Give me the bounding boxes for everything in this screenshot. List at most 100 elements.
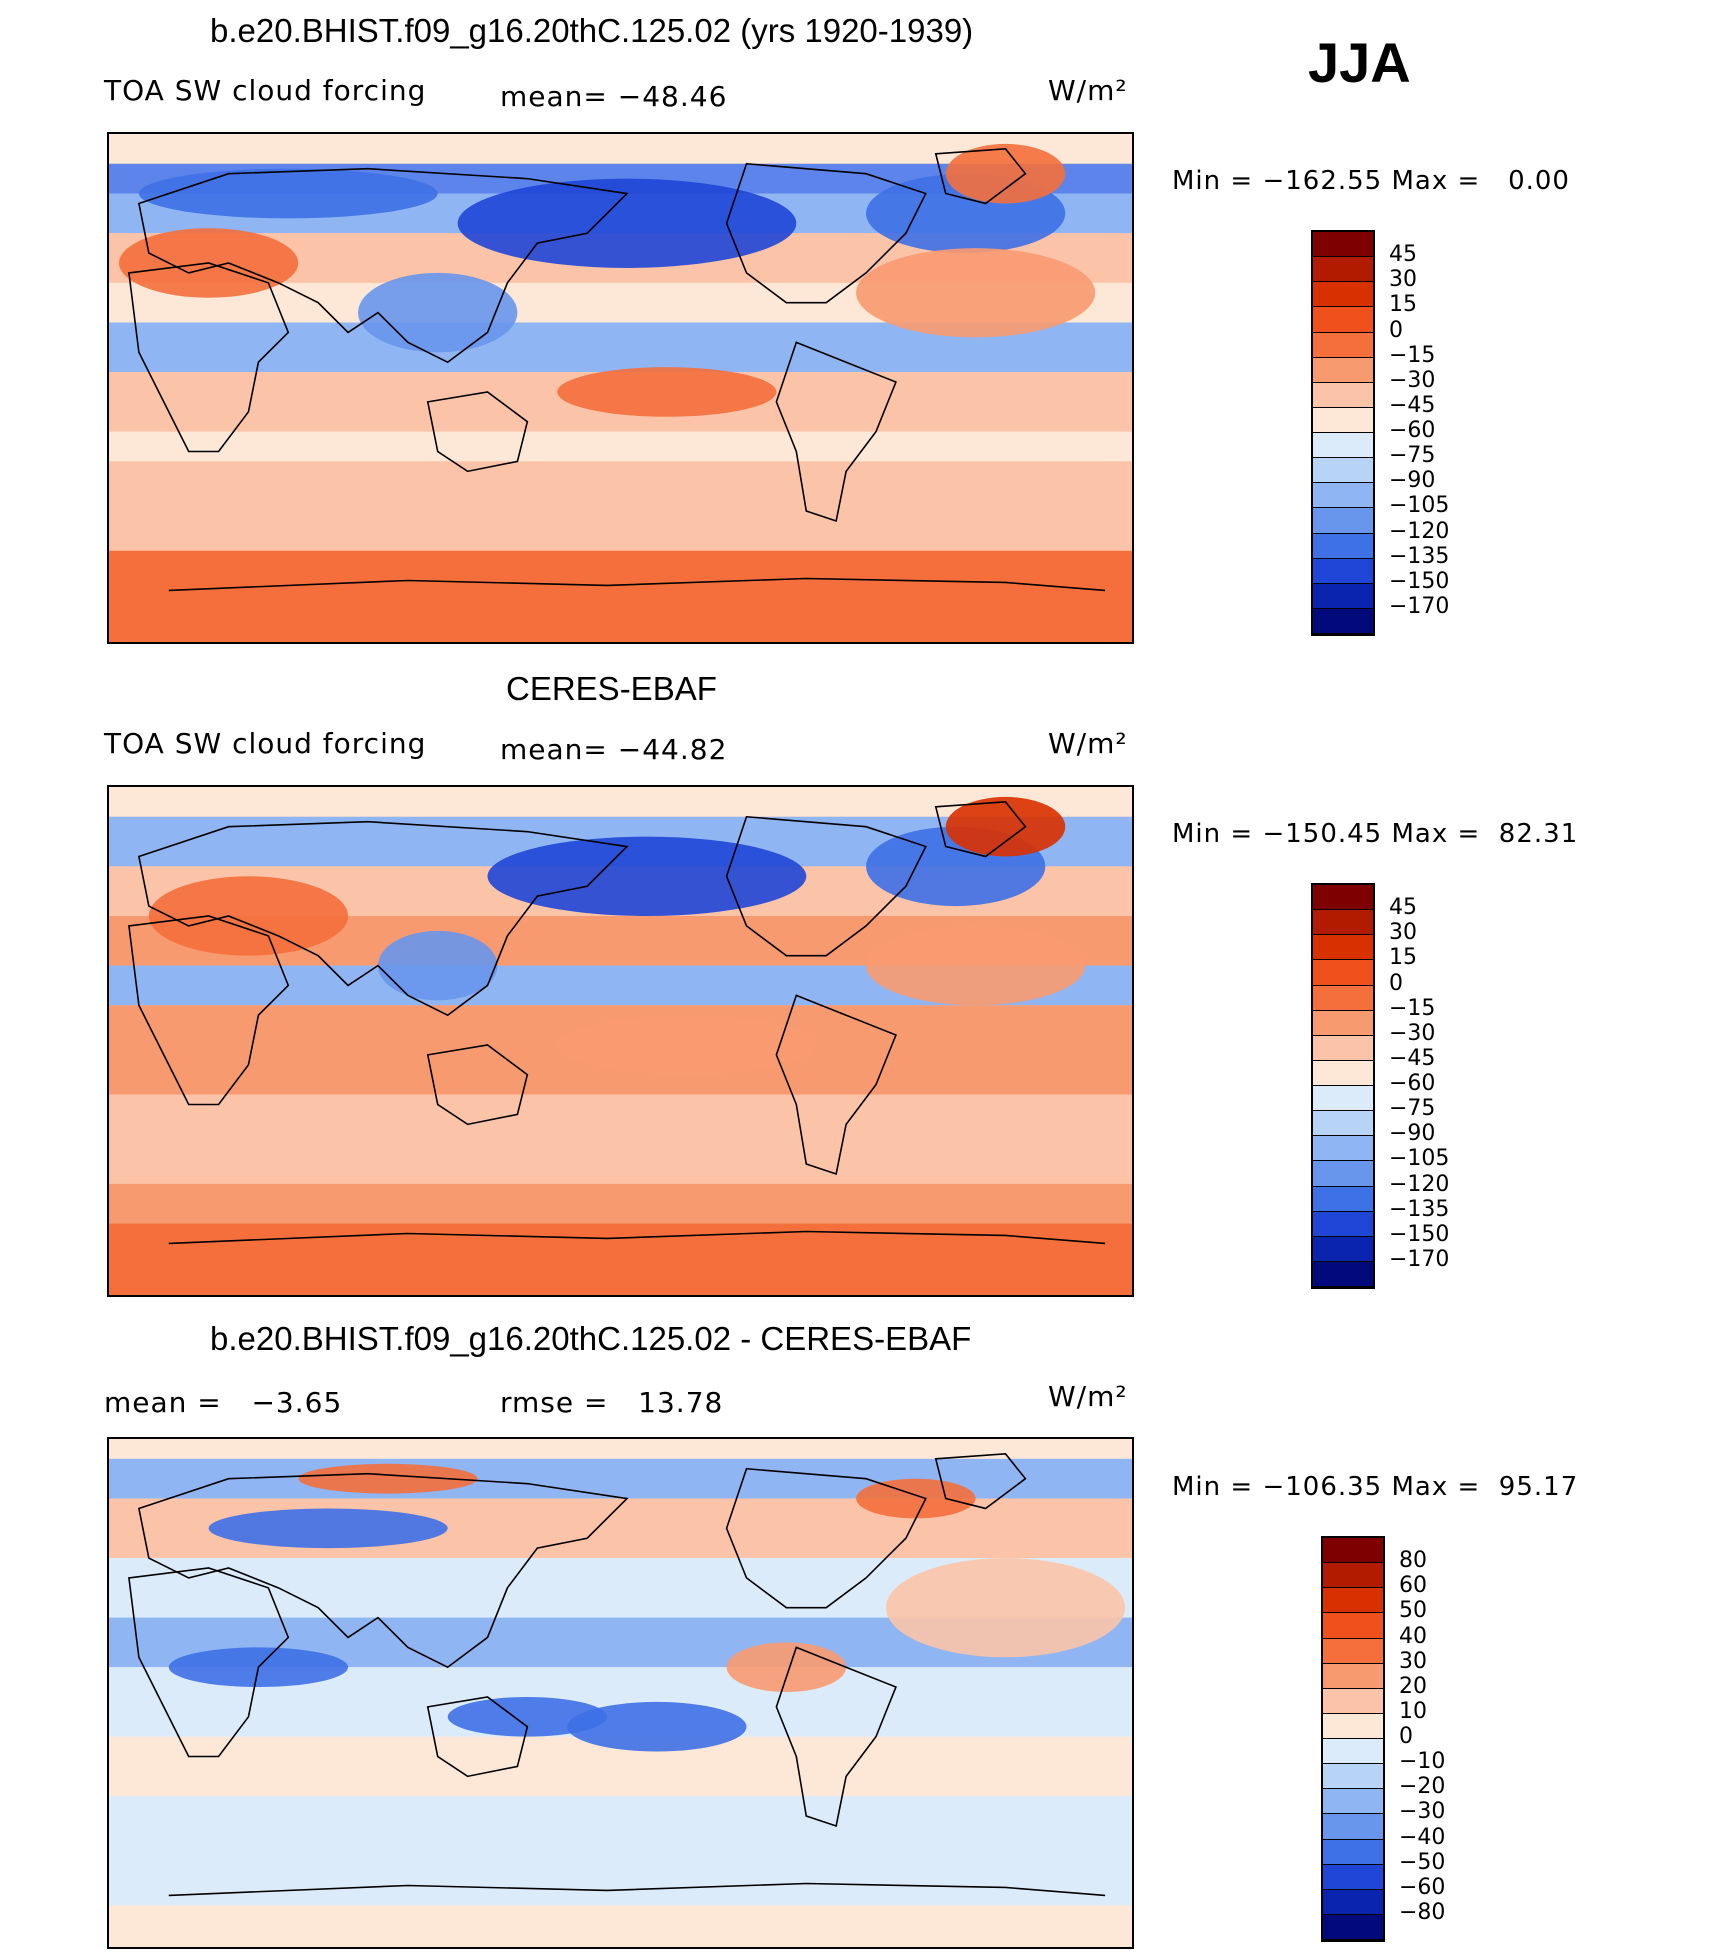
colorbar-cell [1313,232,1373,258]
panel-1-minmax: Min = −162.55 Max = 0.00 [1172,166,1570,196]
panel-3-minmax: Min = −106.35 Max = 95.17 [1172,1472,1579,1502]
map-latitude-band [109,1905,1132,1947]
colorbar-cell [1313,1060,1373,1086]
colorbar-cell [1313,533,1373,559]
colorbar-cell [1323,1613,1383,1639]
panel-1-map [107,132,1134,644]
map-coastline [725,815,927,957]
colorbar-tick-label: 0 [1389,970,1403,996]
map-latitude-band [109,1458,1132,1499]
colorbar-tick-label: −170 [1389,593,1450,619]
colorbar-cell [1323,1538,1383,1564]
panel-3-mean-label: mean = −3.65 [104,1386,343,1419]
panel-2-units-label: W/m² [1048,727,1128,760]
colorbar-tick-label: −30 [1389,367,1436,393]
map-coastline [725,162,927,304]
colorbar-tick-label: 0 [1399,1724,1413,1749]
colorbar-tick-label: −45 [1389,1045,1436,1071]
map-coastline [934,801,1027,858]
colorbar-cell [1323,1713,1383,1739]
colorbar-cell [1323,1764,1383,1790]
colorbar-cell [1313,1136,1373,1162]
map-anomaly-region [726,1642,847,1693]
panel-1-mean-label: mean= −48.46 [500,80,728,113]
map-coastline [725,1467,927,1609]
panel-1-map-field [109,134,1132,642]
map-coastline [137,1472,629,1669]
colorbar-tick-label: −75 [1389,1096,1436,1122]
panel-3-map [107,1437,1134,1949]
season-label: JJA [1308,31,1411,94]
colorbar-cell [1323,1839,1383,1865]
colorbar-tick-label: 20 [1399,1673,1427,1699]
map-anomaly-region [885,1558,1126,1658]
colorbar-tick-label: −30 [1399,1799,1446,1825]
colorbar-tick-label: 50 [1399,1598,1427,1624]
colorbar-tick-label: −120 [1389,1171,1450,1197]
colorbar-cell [1323,1588,1383,1614]
map-latitude-band [109,550,1132,642]
colorbar-tick-label: −150 [1389,1221,1450,1247]
colorbar-cell [1313,357,1373,383]
colorbar-tick-label: −60 [1389,418,1436,443]
colorbar-tick-label: 30 [1389,920,1417,946]
colorbar-cell [1313,1010,1373,1036]
colorbar-tick-label: −40 [1399,1824,1446,1850]
map-coastline [128,915,290,1106]
colorbar-cell [1323,1563,1383,1589]
colorbar-cell [1313,382,1373,408]
map-coastline [168,577,1106,592]
map-latitude-band [109,461,1132,551]
colorbar-tick-label: −120 [1389,518,1450,544]
colorbar-cell [1313,558,1373,584]
colorbar-cell [1313,1261,1373,1287]
panel-2-minmax: Min = −150.45 Max = 82.31 [1172,819,1579,849]
colorbar-tick-label: −75 [1389,443,1436,469]
colorbar-cell [1313,332,1373,358]
panel-3-title: b.e20.BHIST.f09_g16.20thC.125.02 - CERES… [210,1320,972,1357]
panel-2-mean-label: mean= −44.82 [500,733,728,766]
map-anomaly-region [358,272,518,353]
map-coastline [137,820,629,1017]
panel-3-units-label: W/m² [1048,1380,1128,1413]
colorbar-cell [1313,910,1373,936]
colorbar-tick-label: 40 [1399,1623,1427,1649]
colorbar-tick-label: −135 [1389,1196,1450,1222]
colorbar-tick-label: −45 [1389,392,1436,418]
panel-1-colorbar [1311,230,1375,636]
panel-1-units-label: W/m² [1048,74,1128,107]
map-anomaly-region [856,1478,976,1519]
colorbar-tick-label: −80 [1399,1899,1446,1925]
colorbar-cell [1313,1211,1373,1237]
colorbar-cell [1313,257,1373,283]
colorbar-tick-label: −50 [1399,1849,1446,1875]
map-anomaly-region [557,367,777,417]
colorbar-cell [1313,960,1373,986]
map-coastline [775,994,897,1175]
map-latitude-band [109,1439,1132,1459]
colorbar-tick-label: −135 [1389,543,1450,569]
colorbar-tick-label: −105 [1389,493,1450,519]
colorbar-cell [1323,1663,1383,1689]
colorbar-cell [1313,608,1373,634]
colorbar-cell [1323,1864,1383,1890]
colorbar-cell [1313,1111,1373,1137]
colorbar-tick-label: −170 [1389,1246,1450,1272]
colorbar-tick-label: 45 [1389,895,1417,921]
colorbar-tick-label: −150 [1389,568,1450,594]
colorbar-tick-label: −20 [1399,1774,1446,1800]
colorbar-tick-label: 30 [1399,1648,1427,1674]
colorbar-cell [1313,1186,1373,1212]
colorbar-tick-label: 15 [1389,945,1417,971]
panel-1-title: b.e20.BHIST.f09_g16.20thC.125.02 (yrs 19… [210,12,974,49]
map-coastline [128,1567,290,1758]
colorbar-tick-label: 80 [1399,1548,1427,1574]
colorbar-tick-label: −90 [1389,1121,1436,1147]
colorbar-tick-label: −60 [1389,1071,1436,1096]
colorbar-cell [1323,1889,1383,1915]
panel-3-rmse-label: rmse = 13.78 [500,1386,724,1419]
map-anomaly-region [298,1463,478,1494]
colorbar-cell [1323,1688,1383,1714]
colorbar-tick-label: −10 [1399,1749,1446,1775]
colorbar-tick-label: −15 [1389,995,1436,1021]
